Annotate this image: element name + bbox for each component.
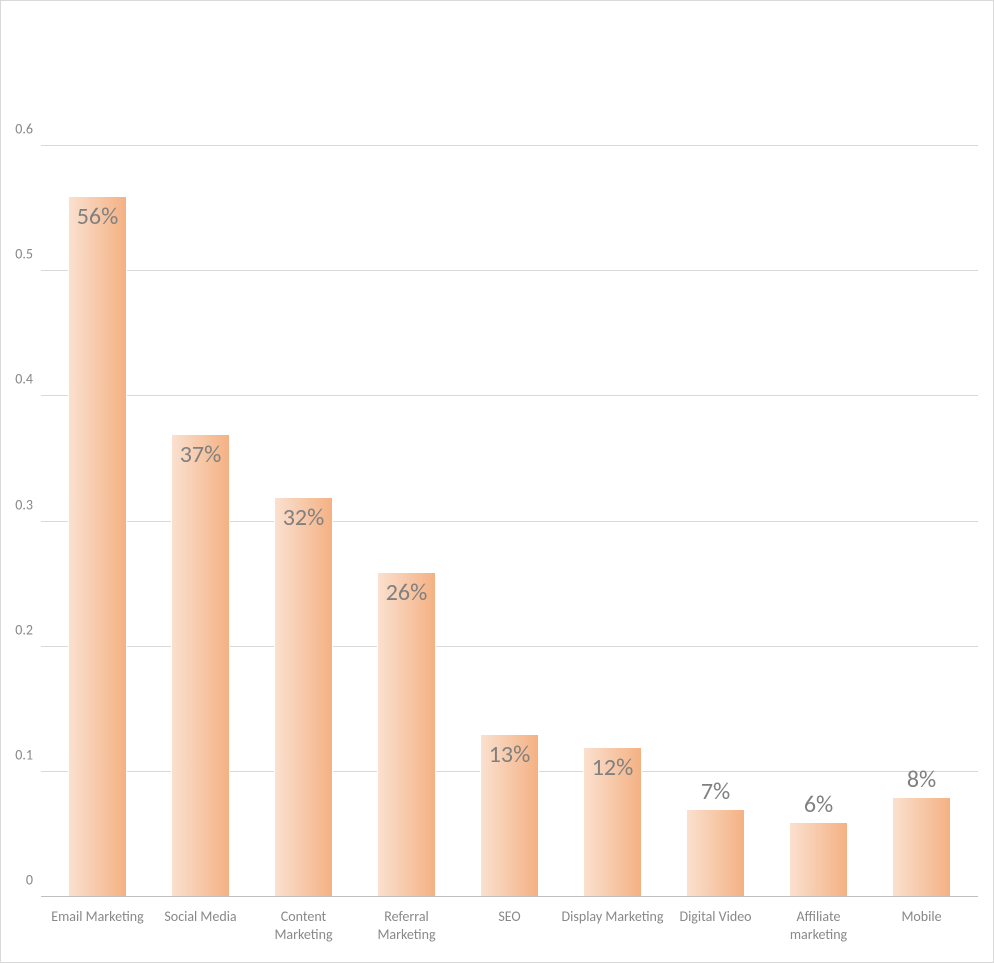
bar: 13% [480,734,540,897]
bar-value-label: 13% [489,740,530,769]
bar: 56% [68,196,128,897]
x-axis-label: SEO [458,902,561,962]
x-axis-label: Social Media [149,902,252,962]
bar-slot: 7% [664,21,767,897]
bar-value-label: 26% [386,578,427,607]
x-axis-label: Mobile [870,902,973,962]
y-tick-label: 0.3 [15,496,41,513]
y-tick-label: 0.4 [15,371,41,388]
x-axis-label: Content Marketing [252,902,355,962]
bar-slot: 13% [458,21,561,897]
bar-value-label: 7% [701,777,730,806]
y-tick-label: 0 [26,872,41,889]
bar-slot: 8% [870,21,973,897]
bar-value-label: 8% [907,765,936,794]
bars-area: 56% 37% 32% 26% 13% 12% 7% 6% 8% [41,21,978,897]
bar: 7% [686,809,746,897]
x-axis-label: Digital Video [664,902,767,962]
bar-slot: 12% [561,21,664,897]
baseline [41,896,978,897]
y-tick-label: 0.1 [15,746,41,763]
bar-slot: 6% [767,21,870,897]
bar-slot: 32% [252,21,355,897]
x-axis-label: Referral Marketing [355,902,458,962]
x-axis-label: Email Marketing [46,902,149,962]
x-axis-label: Display Marketing [561,902,664,962]
bar-value-label: 37% [180,440,221,469]
bar: 8% [892,797,952,897]
bar: 6% [789,822,849,897]
y-tick-label: 0.5 [15,246,41,263]
bar-slot: 26% [355,21,458,897]
chart-container: 56% 37% 32% 26% 13% 12% 7% 6% 8% 0 0.1 0.2 0.3 0.4 0.… [0,0,994,963]
bar-slot: 56% [46,21,149,897]
bar-value-label: 32% [283,503,324,532]
bar: 26% [377,572,437,897]
y-tick-label: 0.6 [15,121,41,138]
bar: 37% [171,434,231,897]
bar: 32% [274,497,334,897]
y-tick-label: 0.2 [15,621,41,638]
bar-value-label: 6% [804,790,833,819]
x-axis-label: Affiliate marketing [767,902,870,962]
bar-value-label: 12% [592,753,633,782]
bar-slot: 37% [149,21,252,897]
bar: 12% [583,747,643,897]
bar-value-label: 56% [77,202,118,231]
x-axis-labels: Email MarketingSocial MediaContent Marke… [41,902,978,962]
plot-area: 56%37%32%26%13%12%7%6%8% 00.10.20.30.40.… [41,21,978,897]
